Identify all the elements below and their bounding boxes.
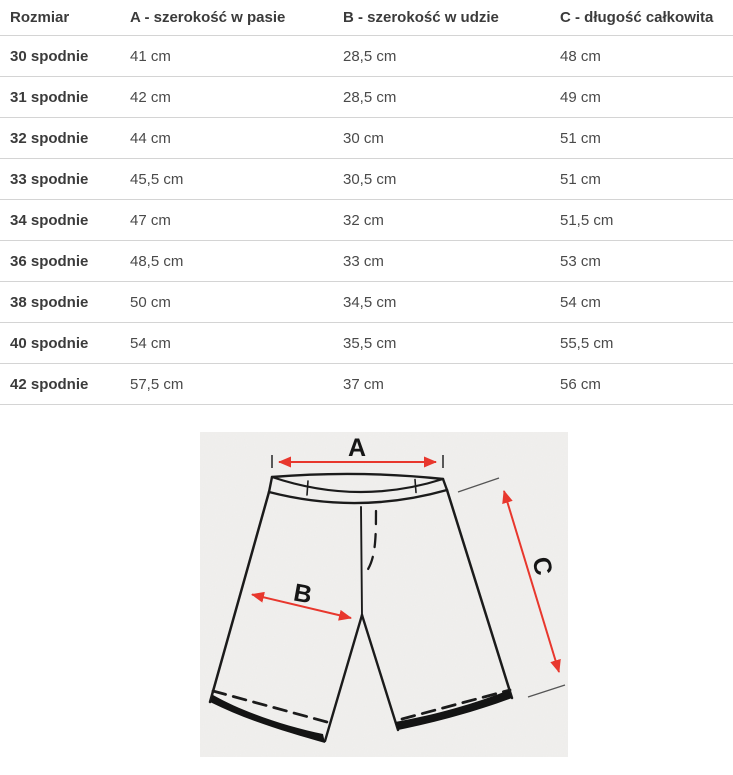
cell-thigh: 33 cm	[333, 240, 550, 282]
column-header-size: Rozmiar	[0, 0, 120, 36]
table-row: 34 spodnie 47 cm 32 cm 51,5 cm	[0, 199, 733, 241]
cell-size: 32 spodnie	[0, 117, 120, 159]
table-row: 32 spodnie 44 cm 30 cm 51 cm	[0, 117, 733, 159]
table-row: 38 spodnie 50 cm 34,5 cm 54 cm	[0, 281, 733, 323]
cell-thigh: 35,5 cm	[333, 322, 550, 364]
cell-length: 53 cm	[550, 240, 733, 282]
cell-length: 51 cm	[550, 117, 733, 159]
table-row: 40 spodnie 54 cm 35,5 cm 55,5 cm	[0, 322, 733, 364]
cell-length: 54 cm	[550, 281, 733, 323]
table-row: 31 spodnie 42 cm 28,5 cm 49 cm	[0, 76, 733, 118]
cell-thigh: 30,5 cm	[333, 158, 550, 200]
arrow-b	[251, 591, 352, 621]
cell-waist: 42 cm	[120, 76, 333, 118]
size-table: Rozmiar A - szerokość w pasie B - szerok…	[0, 0, 733, 405]
cell-waist: 47 cm	[120, 199, 333, 241]
dimension-a: A	[271, 434, 444, 468]
shorts-diagram-image: A B C	[200, 432, 568, 757]
column-header-length: C - długość całkowita	[550, 0, 733, 36]
right-hem	[395, 690, 512, 730]
cell-size: 31 spodnie	[0, 76, 120, 118]
table-header-row: Rozmiar A - szerokość w pasie B - szerok…	[0, 0, 733, 36]
cell-waist: 48,5 cm	[120, 240, 333, 282]
cell-thigh: 37 cm	[333, 363, 550, 405]
left-hem	[210, 695, 325, 743]
cell-thigh: 34,5 cm	[333, 281, 550, 323]
arrow-c	[502, 490, 561, 673]
cell-length: 49 cm	[550, 76, 733, 118]
dimension-label-c: C	[526, 554, 557, 577]
dimension-label-b: B	[292, 579, 315, 610]
table-row: 30 spodnie 41 cm 28,5 cm 48 cm	[0, 35, 733, 77]
cell-length: 51 cm	[550, 158, 733, 200]
column-header-thigh: B - szerokość w udzie	[333, 0, 550, 36]
cell-thigh: 30 cm	[333, 117, 550, 159]
cell-size: 36 spodnie	[0, 240, 120, 282]
cell-waist: 54 cm	[120, 322, 333, 364]
cell-length: 55,5 cm	[550, 322, 733, 364]
cell-size: 33 spodnie	[0, 158, 120, 200]
shorts-outline	[208, 472, 514, 743]
cell-waist: 45,5 cm	[120, 158, 333, 200]
table-row: 33 spodnie 45,5 cm 30,5 cm 51 cm	[0, 158, 733, 200]
cell-size: 40 spodnie	[0, 322, 120, 364]
cell-thigh: 28,5 cm	[333, 76, 550, 118]
shorts-measurement-diagram: A B C	[200, 432, 568, 757]
dimension-label-a: A	[348, 434, 366, 462]
cell-thigh: 28,5 cm	[333, 35, 550, 77]
cell-waist: 57,5 cm	[120, 363, 333, 405]
cell-waist: 41 cm	[120, 35, 333, 77]
table-row: 42 spodnie 57,5 cm 37 cm 56 cm	[0, 363, 733, 405]
cell-length: 56 cm	[550, 363, 733, 405]
table-row: 36 spodnie 48,5 cm 33 cm 53 cm	[0, 240, 733, 282]
cell-length: 48 cm	[550, 35, 733, 77]
cell-waist: 44 cm	[120, 117, 333, 159]
cell-length: 51,5 cm	[550, 199, 733, 241]
cell-thigh: 32 cm	[333, 199, 550, 241]
cell-waist: 50 cm	[120, 281, 333, 323]
dimension-c: C	[457, 477, 566, 698]
cell-size: 34 spodnie	[0, 199, 120, 241]
dimension-b: B	[251, 579, 352, 621]
cell-size: 38 spodnie	[0, 281, 120, 323]
cell-size: 42 spodnie	[0, 363, 120, 405]
column-header-waist: A - szerokość w pasie	[120, 0, 333, 36]
cell-size: 30 spodnie	[0, 35, 120, 77]
